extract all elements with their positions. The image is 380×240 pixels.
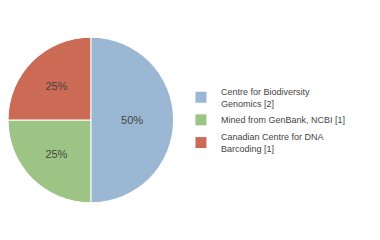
svg-text:Mined from GenBank, NCBI [1]: Mined from GenBank, NCBI [1]: [221, 115, 345, 125]
svg-text:25%: 25%: [45, 80, 67, 92]
svg-text:50%: 50%: [121, 114, 143, 126]
svg-text:Canadian Centre for DNABarcodi: Canadian Centre for DNABarcoding [1]: [221, 132, 324, 154]
svg-text:25%: 25%: [45, 148, 67, 160]
svg-text:Centre for BiodiversityGenomic: Centre for BiodiversityGenomics [2]: [221, 87, 310, 109]
